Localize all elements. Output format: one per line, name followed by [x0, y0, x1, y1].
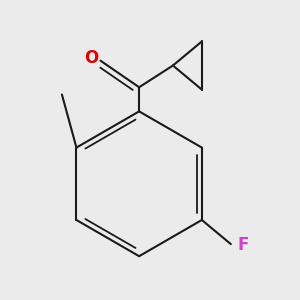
Text: F: F — [237, 236, 249, 254]
Text: O: O — [84, 49, 98, 67]
